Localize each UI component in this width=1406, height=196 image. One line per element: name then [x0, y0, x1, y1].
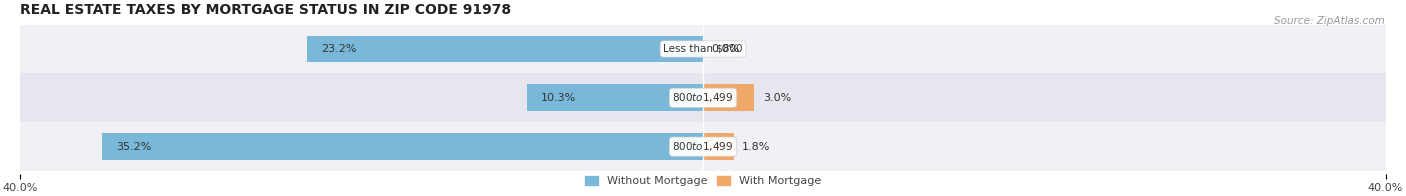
Text: Source: ZipAtlas.com: Source: ZipAtlas.com: [1274, 16, 1385, 26]
Text: $800 to $1,499: $800 to $1,499: [672, 140, 734, 153]
Bar: [703, 133, 734, 160]
Bar: [103, 133, 703, 160]
Text: 1.8%: 1.8%: [742, 142, 770, 152]
Bar: [21, 24, 1385, 73]
Text: 3.0%: 3.0%: [762, 93, 792, 103]
Bar: [703, 84, 754, 111]
Text: 10.3%: 10.3%: [541, 93, 576, 103]
Text: REAL ESTATE TAXES BY MORTGAGE STATUS IN ZIP CODE 91978: REAL ESTATE TAXES BY MORTGAGE STATUS IN …: [21, 3, 512, 17]
Bar: [21, 73, 1385, 122]
Legend: Without Mortgage, With Mortgage: Without Mortgage, With Mortgage: [585, 176, 821, 186]
Text: $800 to $1,499: $800 to $1,499: [672, 91, 734, 104]
Text: 35.2%: 35.2%: [117, 142, 152, 152]
Bar: [527, 84, 703, 111]
Text: 0.0%: 0.0%: [711, 44, 740, 54]
Bar: [21, 122, 1385, 171]
Text: 23.2%: 23.2%: [321, 44, 356, 54]
Text: Less than $800: Less than $800: [664, 44, 742, 54]
Bar: [307, 35, 703, 62]
